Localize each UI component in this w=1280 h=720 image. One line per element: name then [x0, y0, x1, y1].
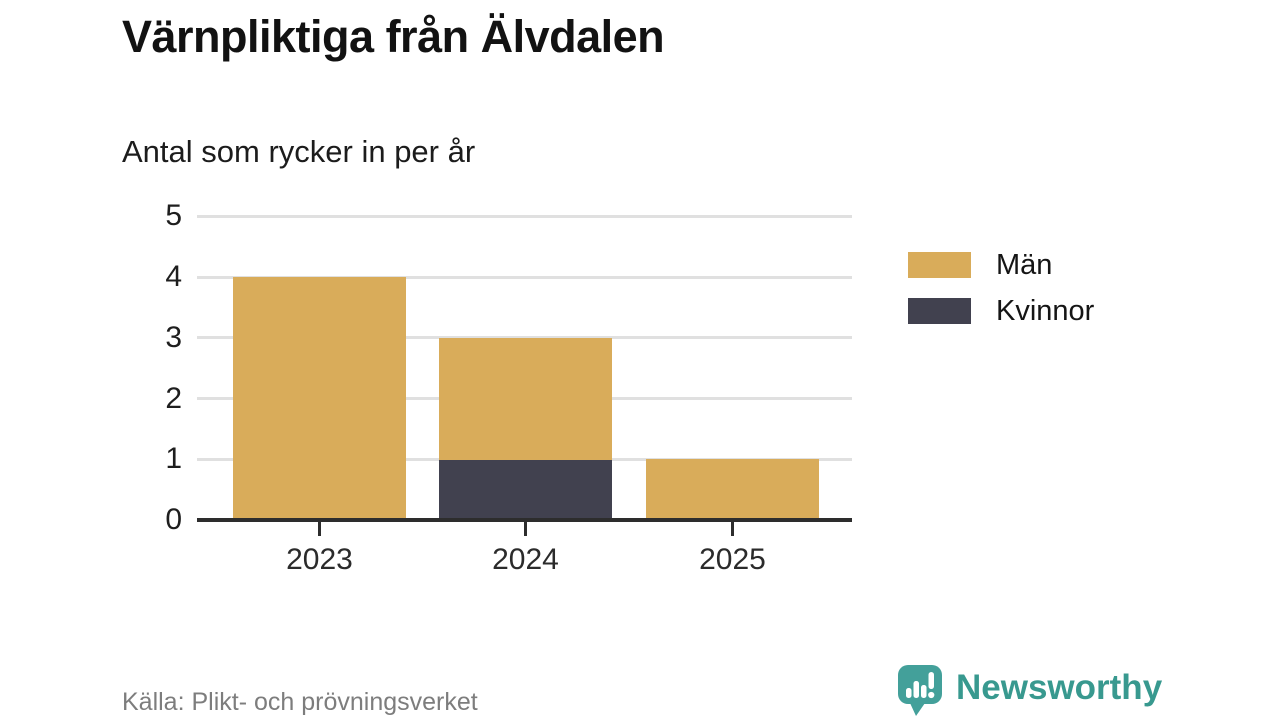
y-axis-tick-label: 4 [165, 260, 182, 293]
x-axis-tick [318, 522, 321, 536]
gridline [197, 214, 852, 218]
bar-2025-män [646, 459, 819, 520]
bar-2024-män [439, 338, 612, 460]
legend-label-män: Män [996, 249, 1053, 281]
newsworthy-speech-bubble-chart-icon [898, 665, 942, 716]
legend-swatch-män [908, 252, 971, 278]
x-axis-tick [524, 522, 527, 536]
x-axis-tick [731, 522, 734, 536]
y-axis-tick-label: 0 [165, 503, 182, 536]
y-axis-tick-label: 3 [165, 320, 182, 354]
x-axis-label: 2023 [286, 543, 353, 576]
legend-swatch-kvinnor [908, 298, 971, 324]
y-axis-tick-label: 2 [165, 381, 182, 415]
x-axis-line [197, 518, 852, 522]
chart-subtitle: Antal som rycker in per år [122, 134, 476, 169]
legend-label-kvinnor: Kvinnor [996, 295, 1095, 327]
x-axis-label: 2024 [492, 543, 559, 576]
chart-title: Värnpliktiga från Älvdalen [122, 11, 665, 62]
y-axis-tick-label: 5 [165, 199, 182, 233]
bar-2023-män [233, 277, 406, 520]
y-axis-tick-label: 1 [165, 442, 182, 476]
x-axis-label: 2025 [699, 543, 766, 576]
gridline [197, 336, 852, 340]
brand-name: Newsworthy [956, 668, 1163, 707]
bar-2024-kvinnor [439, 459, 612, 520]
brand-logo: Newsworthy [896, 662, 1206, 718]
source-note: Källa: Plikt- och prövningsverket [122, 688, 478, 716]
gridline [197, 275, 852, 279]
